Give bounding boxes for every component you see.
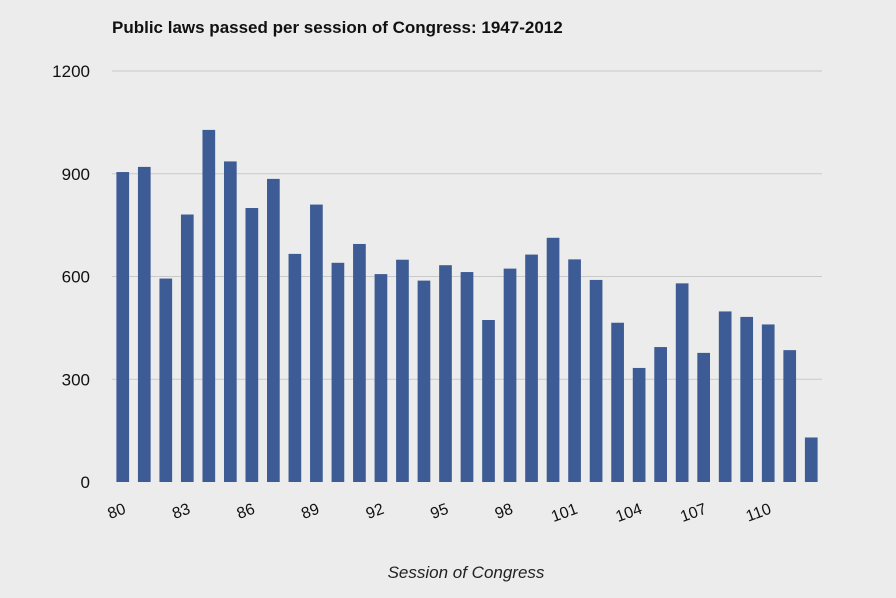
bar-91: [353, 243, 366, 482]
bar-89: [310, 204, 323, 482]
bar-112: [804, 437, 818, 482]
x-tick-label: 95: [428, 501, 451, 523]
bar-96: [460, 272, 474, 482]
bar-93: [396, 259, 409, 482]
bar-98: [503, 268, 517, 482]
bar-92: [374, 274, 388, 482]
bar-102: [589, 279, 603, 482]
bar-101: [568, 259, 581, 483]
x-tick-label: 101: [549, 501, 580, 526]
bar-107: [697, 352, 711, 482]
x-tick-label: 107: [678, 501, 709, 526]
x-tick-label: 110: [744, 501, 774, 526]
x-tick-label: 86: [235, 501, 258, 523]
bar-82: [159, 278, 173, 482]
y-tick-label: 1200: [52, 62, 90, 81]
bars: [116, 129, 818, 483]
bar-104: [632, 367, 646, 482]
y-tick-label: 600: [62, 268, 90, 287]
bar-109: [740, 316, 754, 482]
bar-103: [611, 322, 624, 482]
bar-86: [245, 208, 259, 482]
bar-80: [116, 172, 130, 483]
y-axis-ticks: 0 300 600 900 1200: [52, 62, 90, 492]
x-tick-label: 89: [299, 501, 322, 523]
bar-111: [783, 350, 797, 482]
y-tick-label: 0: [81, 473, 90, 492]
x-axis-label: Session of Congress: [388, 563, 545, 582]
bar-100: [546, 237, 560, 482]
bar-83: [180, 214, 194, 482]
bar-95: [439, 265, 452, 482]
x-tick-label: 83: [170, 501, 193, 523]
bar-81: [137, 166, 151, 482]
bar-84: [202, 129, 216, 482]
bar-108: [718, 311, 732, 482]
y-tick-label: 300: [62, 370, 90, 389]
bar-85: [223, 161, 237, 483]
x-axis-ticks: 80 83 86 89 92 95 98 101 104 107 110: [106, 501, 774, 526]
x-tick-label: 80: [106, 501, 129, 523]
bar-97: [482, 320, 495, 482]
bar-88: [288, 253, 302, 482]
chart-title: Public laws passed per session of Congre…: [112, 18, 563, 37]
bar-105: [654, 347, 667, 482]
bar-106: [675, 283, 689, 482]
bar-99: [525, 254, 538, 482]
bar-90: [331, 262, 345, 482]
x-tick-label: 92: [364, 501, 387, 523]
bar-110: [761, 324, 775, 482]
y-tick-label: 900: [62, 165, 90, 184]
bar-87: [267, 178, 280, 482]
x-tick-label: 104: [614, 501, 645, 526]
x-tick-label: 98: [493, 501, 516, 523]
bar-94: [417, 280, 431, 482]
